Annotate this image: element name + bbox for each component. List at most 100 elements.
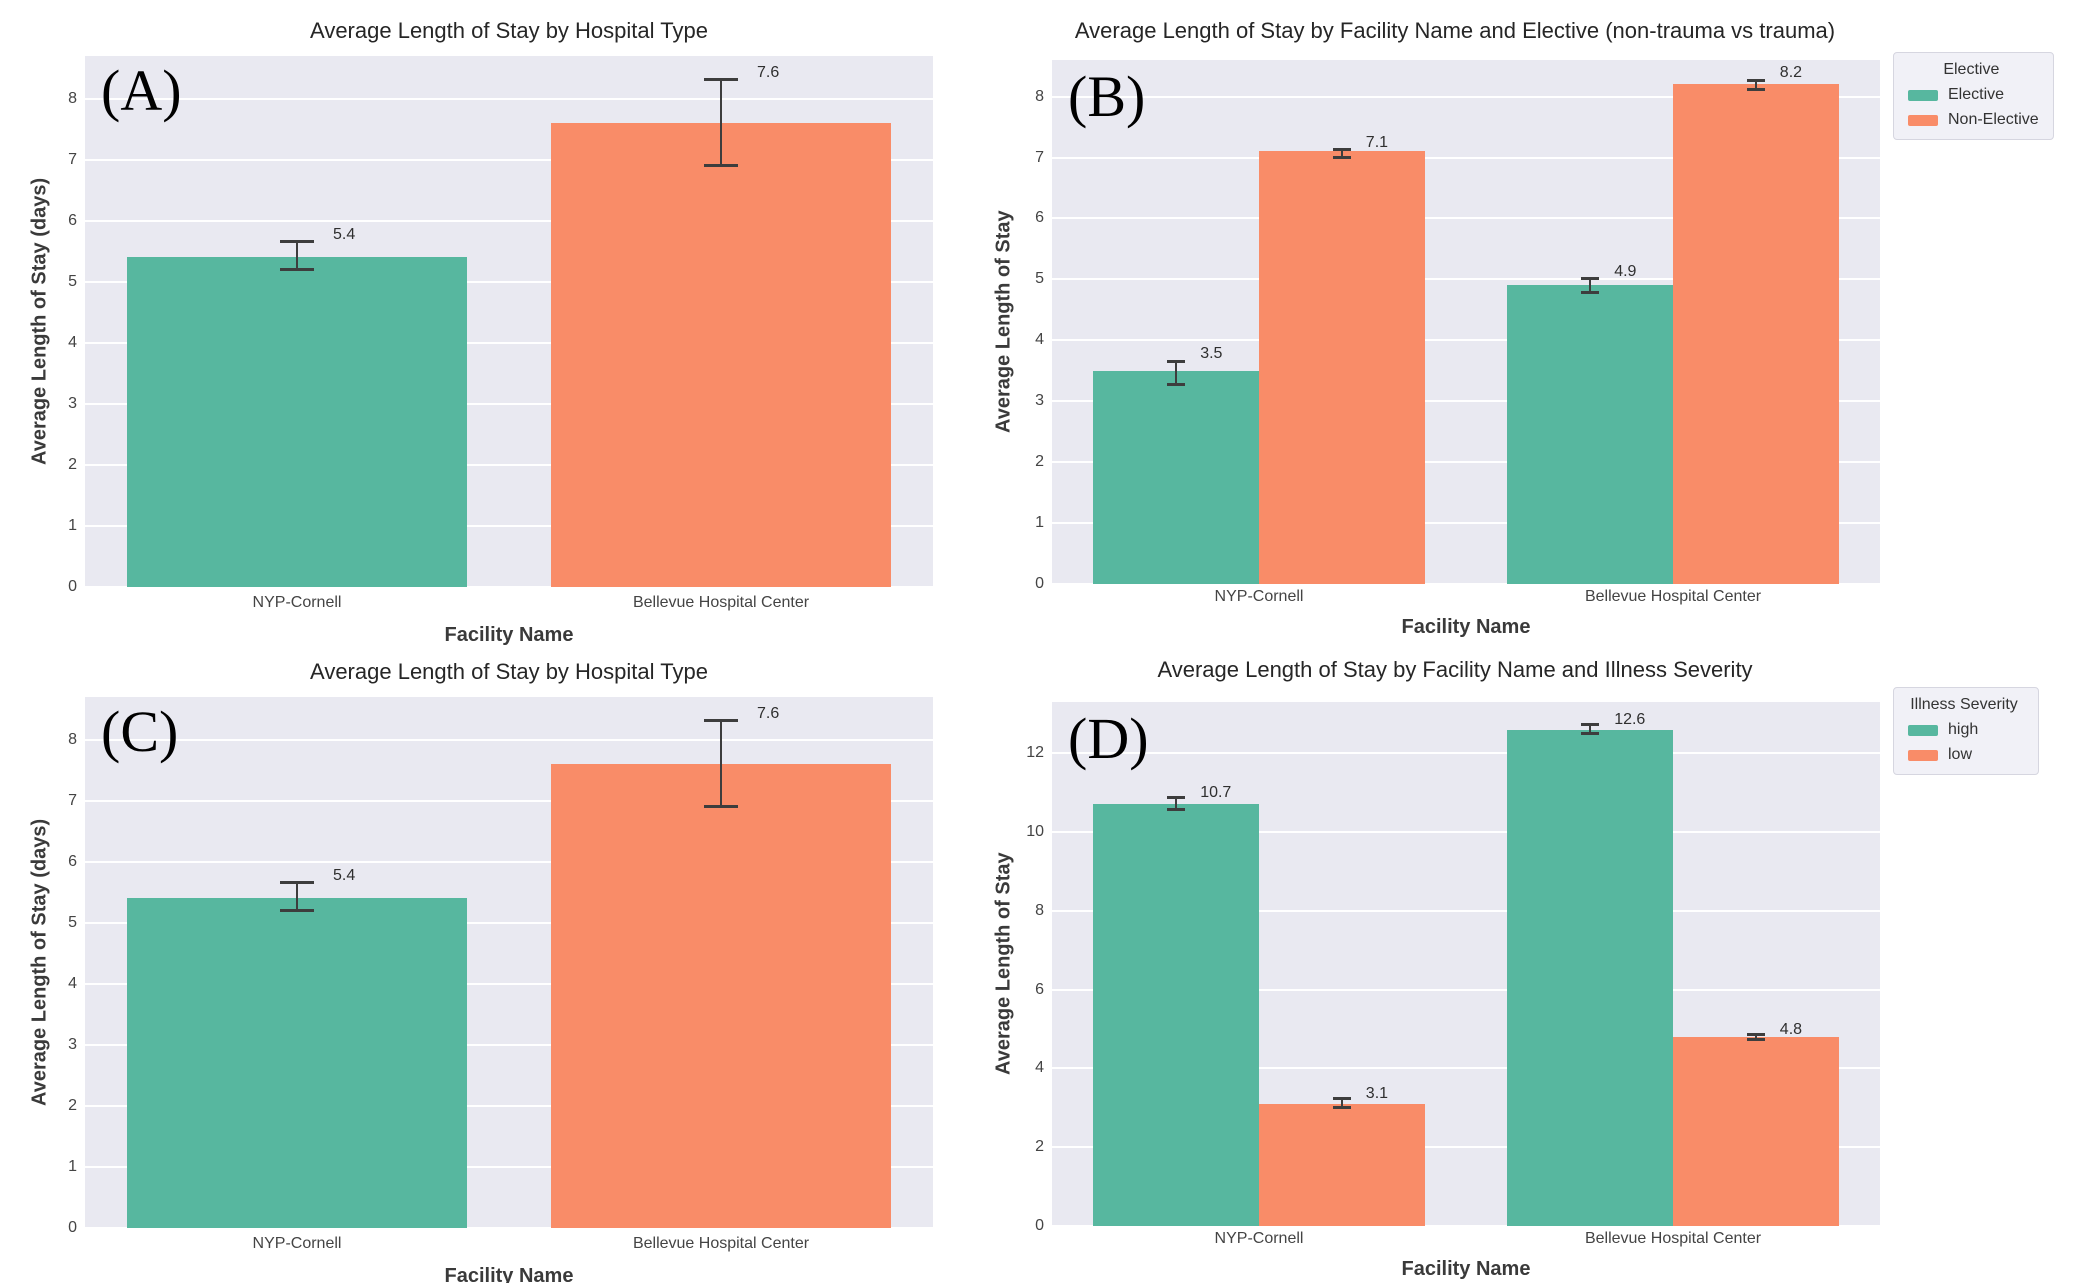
- x-axis-label: Facility Name: [444, 624, 574, 646]
- chart-title: Average Length of Stay by Hospital Type: [310, 18, 708, 43]
- legend-entry: Elective: [1908, 86, 2039, 104]
- x-axis-ticks: NYP-Cornell Bellevue Hospital Center: [85, 594, 933, 616]
- error-bar-cap: [280, 240, 314, 244]
- error-bar-cap: [704, 163, 738, 167]
- legend-title: Elective: [1943, 61, 2000, 78]
- error-bar-cap: [280, 881, 314, 885]
- y-tick-label: 4: [1035, 1059, 1044, 1077]
- y-tick-label: 10: [1026, 823, 1044, 841]
- plot-area: (D) 10.7 12.6 3.1 4.8: [1052, 702, 1880, 1227]
- x-axis-label: Facility Name: [444, 1265, 574, 1283]
- error-bar-cap: [1746, 1037, 1765, 1041]
- bar: [1507, 729, 1673, 1226]
- gridline: [1052, 461, 1880, 464]
- x-tick-label: Bellevue Hospital Center: [632, 1235, 810, 1252]
- gridline: [1052, 339, 1880, 342]
- y-tick-label: 4: [68, 333, 77, 351]
- y-tick-label: 3: [68, 1035, 77, 1053]
- y-tick-label: 12: [1026, 744, 1044, 762]
- bar-value-label: 8.2: [1779, 64, 1803, 82]
- bar: [1093, 804, 1259, 1226]
- gridline: [85, 738, 933, 741]
- y-tick-label: 2: [68, 455, 77, 473]
- gridline: [85, 1043, 933, 1046]
- error-bar-cap: [1167, 382, 1186, 386]
- gridline: [85, 219, 933, 222]
- y-axis-ticks: 0 1 2 3 4 5 6 7 8: [35, 697, 77, 1236]
- error-bar-cap: [1167, 795, 1186, 799]
- error-bar: [720, 80, 722, 166]
- gridline: [85, 97, 933, 100]
- gridline: [85, 1104, 933, 1107]
- bar-value-label: 10.7: [1200, 784, 1232, 802]
- panel-letter: (D): [1068, 706, 1149, 771]
- y-axis-ticks: 0 2 4 6 8 10 12: [1002, 702, 1044, 1234]
- panel-d: Average Length of Stay by Facility Name …: [985, 645, 2083, 1283]
- gridline: [85, 982, 933, 985]
- error-bar-cap: [1167, 359, 1186, 363]
- gridline: [1052, 522, 1880, 525]
- y-tick-label: 0: [1035, 1217, 1044, 1234]
- bar-value-label: 4.9: [1614, 263, 1637, 281]
- error-bar-cap: [280, 267, 314, 271]
- x-tick-label: NYP-Cornell: [252, 1235, 342, 1252]
- legend-entry: high: [1908, 721, 2024, 739]
- y-axis-ticks: 0 1 2 3 4 5 6 7 8: [35, 56, 77, 595]
- error-bar-cap: [704, 804, 738, 808]
- x-axis-label: Facility Name: [1401, 616, 1531, 638]
- panel-b: Average Length of Stay by Facility Name …: [985, 4, 2083, 644]
- bar-value-label: 12.6: [1614, 711, 1646, 729]
- y-tick-label: 0: [68, 578, 77, 595]
- legend-title: Illness Severity: [1910, 696, 2018, 713]
- y-tick-label: 5: [68, 272, 77, 290]
- error-bar-cap: [1332, 148, 1351, 152]
- gridline: [1052, 95, 1880, 98]
- bar: [551, 123, 891, 587]
- legend-swatch-elective: [1908, 89, 1938, 101]
- y-tick-label: 8: [68, 89, 77, 107]
- error-bar-cap: [1746, 78, 1765, 82]
- gridline: [85, 524, 933, 527]
- error-bar: [296, 242, 298, 270]
- plot-area: (B) 3.5 4.9 7.1 8.2: [1052, 60, 1880, 585]
- y-tick-label: 5: [1035, 270, 1044, 288]
- gridline: [85, 341, 933, 344]
- legend-entry: low: [1908, 746, 2024, 764]
- error-bar-cap: [704, 719, 738, 723]
- legend-swatch-non-elective: [1908, 114, 1938, 126]
- bar-value-label: 7.6: [757, 64, 780, 82]
- x-axis-ticks: NYP-Cornell Bellevue Hospital Center: [1052, 1230, 1880, 1252]
- y-tick-label: 4: [68, 974, 77, 992]
- y-tick-label: 2: [1035, 453, 1044, 471]
- y-tick-label: 6: [68, 211, 77, 229]
- y-tick-label: 5: [68, 913, 77, 931]
- error-bar: [1340, 1099, 1343, 1108]
- bar: [1259, 151, 1425, 584]
- legend-label: Elective: [1948, 86, 2005, 103]
- gridline: [1052, 278, 1880, 281]
- error-bar: [1340, 150, 1343, 158]
- gridline: [85, 1227, 933, 1229]
- y-tick-label: 1: [68, 516, 77, 534]
- gridline: [1052, 1146, 1880, 1149]
- bar: [1673, 84, 1839, 584]
- error-bar: [720, 721, 722, 807]
- error-bar-cap: [1332, 155, 1351, 159]
- gridline: [85, 463, 933, 466]
- bar-value-label: 3.1: [1365, 1085, 1389, 1103]
- bar: [1507, 285, 1673, 584]
- legend-entry: Non-Elective: [1908, 111, 2039, 129]
- legend-label: low: [1948, 746, 1973, 763]
- error-bar-cap: [1581, 277, 1600, 281]
- y-tick-label: 8: [68, 730, 77, 748]
- y-tick-label: 2: [68, 1096, 77, 1114]
- error-bar-cap: [1167, 808, 1186, 812]
- y-tick-label: 7: [68, 791, 77, 809]
- x-tick-label: Bellevue Hospital Center: [1584, 1230, 1762, 1247]
- y-tick-label: 0: [1035, 575, 1044, 592]
- bar-value-label: 5.4: [333, 225, 356, 243]
- legend-label: high: [1948, 721, 1979, 738]
- bar-value-label: 5.4: [333, 866, 356, 884]
- gridline: [85, 921, 933, 924]
